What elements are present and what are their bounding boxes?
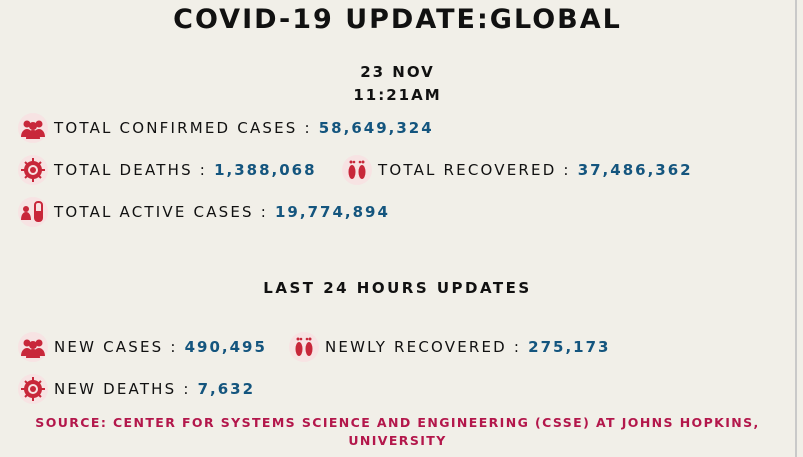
date: 23 NOV [360,63,435,81]
stat-value: 58,649,324 [318,119,434,137]
stat-value: 7,632 [197,380,256,398]
stat-value: 19,774,894 [275,203,390,221]
people-icon [18,113,48,143]
stat-label: TOTAL RECOVERED : [378,161,571,179]
stat-label: TOTAL ACTIVE CASES : [54,203,268,221]
stat-label: NEW CASES : [54,338,178,356]
stat-value: 490,495 [184,338,267,356]
stat-row: TOTAL DEATHS : 1,388,068 [17,155,317,185]
source-note: SOURCE: CENTER FOR SYSTEMS SCIENCE AND E… [35,415,760,448]
stat-label: NEWLY RECOVERED : [325,338,522,356]
feet-icon [289,332,319,362]
test-icon [18,197,48,227]
stat-row: TOTAL CONFIRMED CASES : 58,649,324 [17,113,434,143]
stat-row: NEWLY RECOVERED : 275,173 [288,332,610,362]
virus-icon [18,374,48,404]
stat-label: NEW DEATHS : [54,380,191,398]
stat-row: TOTAL ACTIVE CASES : 19,774,894 [17,197,390,227]
stat-value: 1,388,068 [214,161,317,179]
section-heading: LAST 24 HOURS UPDATES [263,279,532,297]
virus-icon [18,155,48,185]
feet-icon [342,155,372,185]
stat-value: 37,486,362 [577,161,693,179]
stat-row: NEW CASES : 490,495 [17,332,267,362]
time: 11:21AM [353,86,442,104]
people-icon [18,332,48,362]
stat-value: 275,173 [528,338,611,356]
stat-row: TOTAL RECOVERED : 37,486,362 [341,155,693,185]
stat-label: TOTAL DEATHS : [54,161,208,179]
stat-label: TOTAL CONFIRMED CASES : [54,119,312,137]
page-title: COVID-19 UPDATE:GLOBAL [173,4,622,35]
stat-row: NEW DEATHS : 7,632 [17,374,255,404]
frame-edge [795,0,797,457]
